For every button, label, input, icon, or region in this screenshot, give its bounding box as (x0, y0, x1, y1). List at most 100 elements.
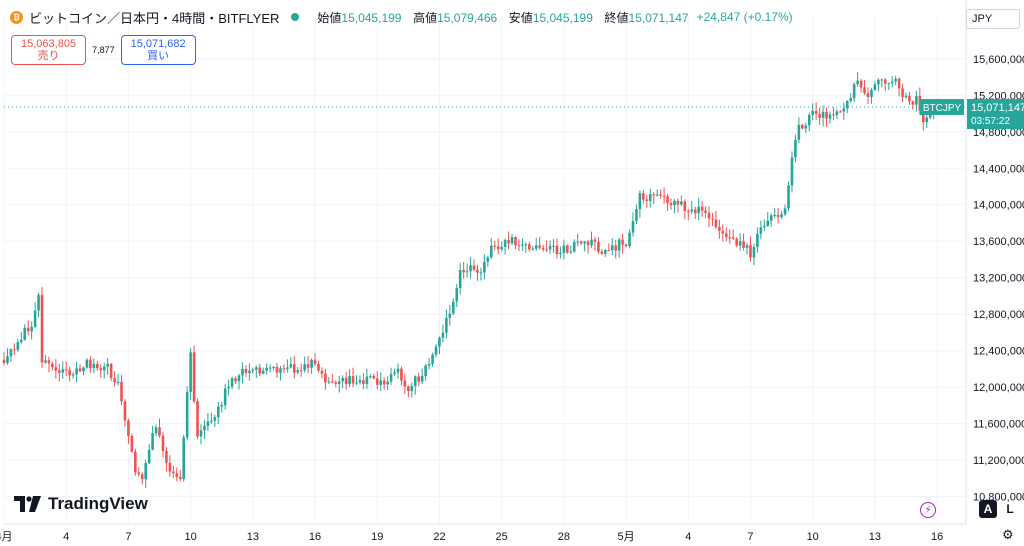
candle-body (787, 185, 790, 209)
candle-body (431, 354, 434, 364)
candle-body (168, 462, 172, 472)
buy-button[interactable]: 15,071,682 買い (120, 35, 196, 65)
x-tick-label: 7 (747, 531, 753, 543)
candle-body (496, 246, 500, 250)
candle-body (635, 209, 638, 221)
candle-body (351, 376, 355, 384)
candle-body (44, 360, 47, 363)
candle-body (92, 363, 96, 369)
candle-body (299, 370, 303, 372)
candle-body (75, 368, 78, 375)
candle-body (254, 367, 258, 370)
candle-body (673, 200, 676, 206)
symbol-tag-label: BTCJPY (923, 103, 962, 114)
y-tick-label: 12,000,000 (973, 382, 1024, 394)
candle-body (33, 310, 37, 327)
candle-body (393, 372, 396, 374)
candle-body (590, 239, 593, 246)
candle-body (251, 369, 255, 371)
candle-body (61, 369, 65, 373)
y-tick-label: 15,600,000 (973, 54, 1024, 66)
symbol-title[interactable]: ビットコイン／日本円・4時間・BITFLYER (29, 10, 280, 26)
candle-body (866, 93, 870, 98)
x-tick-label: 4 (63, 531, 69, 543)
candle-body (562, 245, 566, 253)
candle-body (154, 427, 158, 434)
candle-body (2, 359, 6, 363)
candle-body (369, 376, 372, 378)
tradingview-logo[interactable]: TradingView (14, 494, 148, 514)
candle-body (607, 249, 611, 251)
sell-price: 15,063,805 (21, 38, 77, 50)
candle-body (13, 349, 16, 351)
candle-body (835, 111, 839, 115)
x-tick-label: 10 (184, 531, 196, 543)
candle-body (486, 257, 490, 262)
x-tick-label: 28 (558, 531, 570, 543)
y-tick-label: 11,600,000 (973, 419, 1024, 431)
candle-body (769, 215, 773, 221)
candle-body (127, 420, 130, 437)
sell-button[interactable]: 15,063,805 売り (11, 35, 87, 65)
candle-body (738, 241, 742, 246)
candle-body (175, 473, 179, 477)
candle-body (410, 385, 414, 391)
lightning-icon[interactable]: ⚡ (920, 502, 936, 518)
gear-icon[interactable]: ⚙ (1002, 527, 1014, 542)
candle-body (227, 386, 230, 389)
candle-body (569, 251, 573, 253)
candle-body (517, 245, 521, 247)
candle-body (756, 233, 759, 248)
candle-body (365, 376, 369, 385)
candle-body (863, 87, 866, 94)
log-scale-button[interactable]: L (1006, 502, 1014, 516)
candle-body (310, 359, 313, 368)
candle-body (54, 367, 58, 371)
candle-body (210, 420, 213, 422)
candle-body (320, 370, 324, 374)
open-value: 15,045,199 (341, 10, 402, 25)
candle-body (413, 376, 417, 386)
candle-body (763, 225, 766, 228)
candle-body (676, 200, 680, 205)
candle-body (389, 373, 393, 382)
candle-body (403, 380, 407, 387)
high-value: 15,079,466 (437, 10, 498, 25)
candle-body (921, 110, 925, 123)
x-tick-label: 22 (433, 531, 445, 543)
candle-body (451, 301, 455, 314)
candle-body (638, 193, 642, 210)
candle-body (458, 269, 462, 289)
candle-body (548, 246, 552, 250)
x-tick-label: 4 (685, 531, 691, 543)
currency-selector[interactable]: JPY (966, 9, 1020, 29)
candle-body (528, 244, 531, 250)
candle-body (648, 194, 652, 201)
candle-body (593, 239, 597, 242)
candle-body (718, 227, 721, 231)
candle-body (47, 360, 51, 364)
x-tick-label: 10 (807, 531, 819, 543)
candle-body (880, 79, 884, 81)
candle-body (849, 98, 853, 101)
candle-body (161, 435, 165, 452)
x-tick-label: 7 (125, 531, 131, 543)
candle-body (9, 349, 13, 357)
candle-body (514, 237, 517, 246)
candle-body (579, 241, 583, 244)
candle-body (382, 380, 386, 385)
candle-body (331, 381, 334, 383)
candle-body (213, 417, 217, 421)
candle-body (469, 265, 472, 272)
candle-body (904, 95, 908, 98)
x-tick-label: 13 (869, 531, 881, 543)
candle-body (801, 124, 804, 129)
candle-body (476, 269, 479, 273)
candle-body (337, 381, 341, 384)
x-tick-label: 16 (309, 531, 321, 543)
candle-body (766, 220, 770, 226)
autoscale-button[interactable]: A (979, 500, 997, 518)
candle-body (113, 378, 116, 383)
candle-body (258, 367, 262, 374)
